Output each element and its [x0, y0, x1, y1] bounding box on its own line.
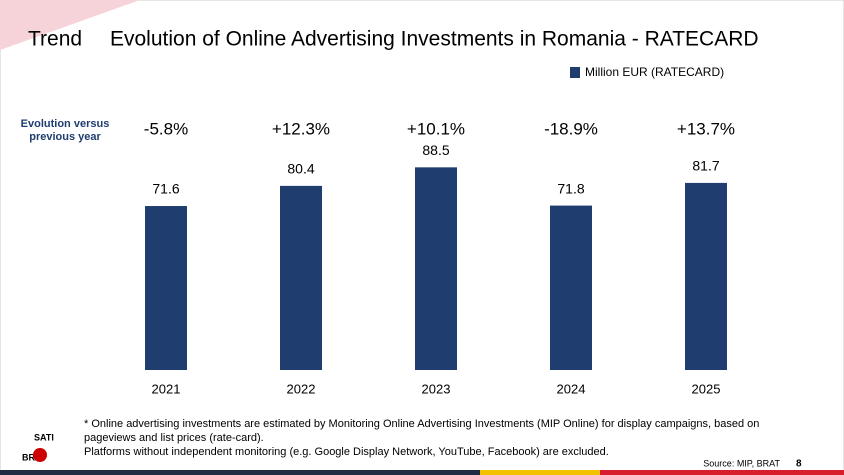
bar	[145, 206, 187, 370]
bar	[550, 205, 592, 370]
value-label: 80.4	[287, 161, 314, 177]
logo-sati: SATI	[34, 432, 54, 442]
footnote-line: pageviews and list prices (rate-card).	[84, 432, 264, 444]
evolution-label: Evolution versus previous year	[20, 118, 110, 143]
footnote-line: Platforms without independent monitoring…	[84, 446, 609, 458]
bottom-strip	[0, 470, 844, 475]
value-label: 71.6	[152, 181, 179, 197]
evolution-value: +10.1%	[407, 119, 465, 138]
source: Source: MIP, BRAT	[703, 458, 780, 468]
x-tick-label: 2024	[557, 381, 586, 396]
x-tick-label: 2023	[422, 381, 451, 396]
legend-swatch	[570, 67, 580, 78]
x-tick-label: 2022	[287, 381, 316, 396]
legend-label: Million EUR (RATECARD)	[585, 65, 724, 79]
logo-mark	[33, 448, 47, 462]
corner-decoration	[0, 0, 140, 50]
bar	[685, 182, 727, 370]
x-tick-label: 2021	[152, 381, 181, 396]
header: Trend	[28, 28, 82, 51]
evolution-value: -18.9%	[544, 119, 598, 138]
value-label: 71.8	[557, 180, 584, 196]
bottom-strip-accent2	[600, 470, 844, 475]
bar	[280, 185, 322, 370]
chart-title: Evolution of Online Advertising Investme…	[110, 28, 759, 51]
evolution-value: -5.8%	[144, 119, 188, 138]
evolution-value: +12.3%	[272, 119, 330, 138]
value-label: 88.5	[422, 142, 449, 158]
evolution-label-box: Evolution versus previous year	[20, 118, 110, 143]
value-label: 81.7	[692, 158, 719, 174]
footnote-line: * Online advertising investments are est…	[84, 418, 759, 430]
evolution-value: +13.7%	[677, 119, 735, 138]
x-tick-label: 2025	[692, 381, 721, 396]
bottom-strip-accent	[480, 470, 600, 475]
page-number: 8	[796, 459, 802, 470]
bar	[415, 167, 457, 370]
